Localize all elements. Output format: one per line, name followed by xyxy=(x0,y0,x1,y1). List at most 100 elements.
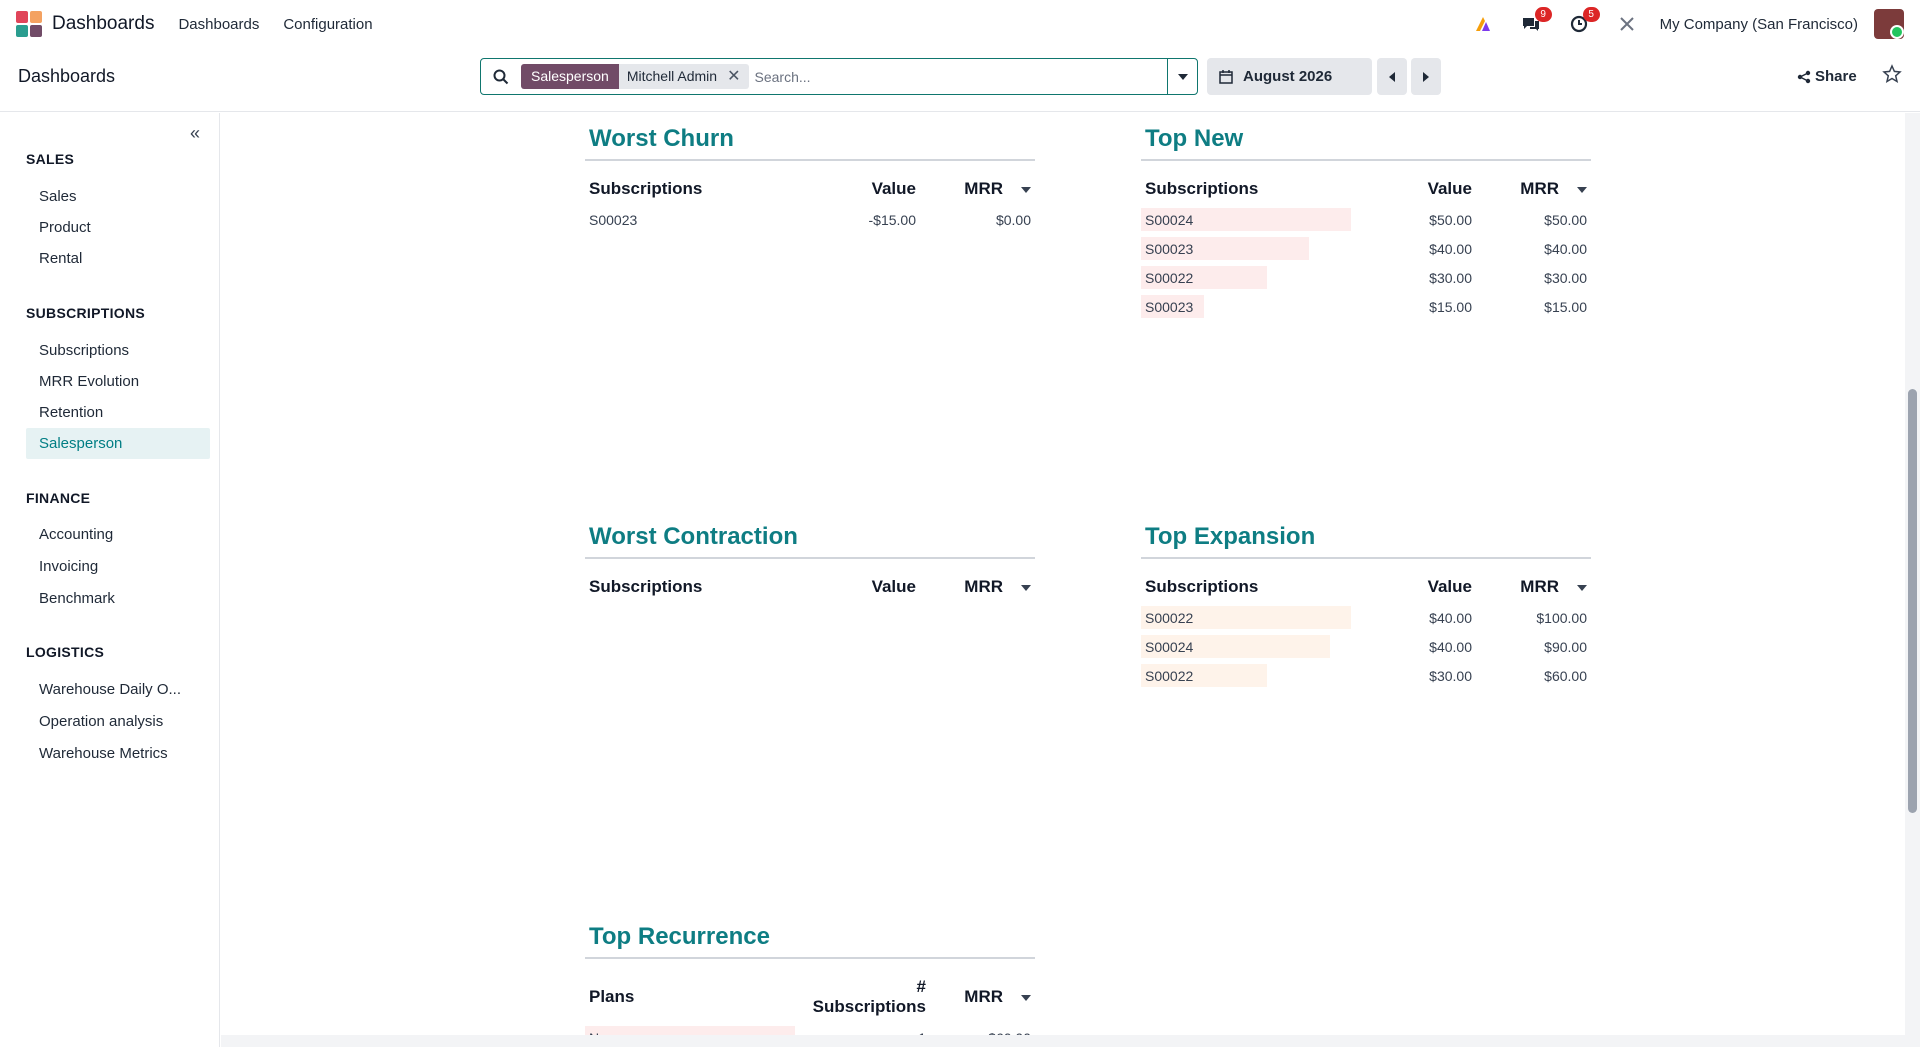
panel-title: Top Expansion xyxy=(1141,523,1591,559)
company-switcher[interactable]: My Company (San Francisco) xyxy=(1659,15,1858,33)
value-bar xyxy=(1141,295,1204,318)
caret-right-icon xyxy=(1423,71,1429,82)
column-header: Value xyxy=(871,577,916,596)
name-cell: S00023 xyxy=(1141,292,1366,321)
value-cell: $30.00 xyxy=(1429,269,1472,286)
table-row[interactable]: S00023 -$15.00 $0.00 xyxy=(585,205,1035,234)
panel-table: Subscriptions Value MRR xyxy=(585,573,1035,603)
mrr-cell: $50.00 xyxy=(1544,211,1587,228)
sidebar-item-sales[interactable]: Sales xyxy=(39,188,77,205)
activities-clock-icon[interactable]: 5 xyxy=(1564,7,1600,39)
panel-title: Top New xyxy=(1141,125,1591,161)
table-row[interactable]: S00024 $40.00 $90.00 xyxy=(1141,632,1591,661)
sidebar-item-accounting[interactable]: Accounting xyxy=(39,526,114,543)
column-header: MRR xyxy=(964,577,1003,596)
table-row[interactable]: S00023 $15.00 $15.00 xyxy=(1141,292,1591,321)
caret-left-icon xyxy=(1389,71,1395,82)
sidebar-item-benchmark[interactable]: Benchmark xyxy=(39,590,115,607)
row-name: S00022 xyxy=(1145,667,1194,684)
table-row[interactable]: S00022 $40.00 $100.00 xyxy=(1141,603,1591,632)
vertical-scrollbar[interactable] xyxy=(1905,113,1920,1035)
share-button[interactable]: Share xyxy=(1797,68,1857,85)
sidebar-item-subscriptions[interactable]: Subscriptions xyxy=(39,342,130,359)
panel-table: Plans # Subscriptions MRR None 1$60.00 xyxy=(585,973,1035,1035)
panel-title: Worst Churn xyxy=(585,125,1035,161)
share-icon xyxy=(1797,70,1811,83)
search-options-toggle[interactable] xyxy=(1167,59,1197,94)
name-cell: S00022 xyxy=(1141,661,1366,690)
section-logistics: LOGISTICS xyxy=(26,644,105,660)
value-cell: $40.00 xyxy=(1429,240,1472,257)
sort-header[interactable]: MRR xyxy=(920,175,1035,205)
dashboard-content: Worst Churn Subscriptions Value MRR S000… xyxy=(221,113,1901,1035)
value-cell: $50.00 xyxy=(1429,211,1472,228)
search-bar[interactable]: Salesperson Mitchell Admin ✕ xyxy=(480,58,1198,95)
horizontal-scrollbar[interactable] xyxy=(221,1035,1920,1047)
close-icon[interactable]: ✕ xyxy=(727,68,741,85)
next-period-button[interactable] xyxy=(1411,58,1441,95)
column-header: Subscriptions xyxy=(589,577,703,596)
sort-header[interactable]: MRR xyxy=(920,573,1035,603)
column-header: Subscriptions xyxy=(589,179,703,198)
row-name: None xyxy=(589,1030,622,1036)
search-input[interactable] xyxy=(754,61,1167,92)
mrr-cell: $0.00 xyxy=(995,211,1031,228)
table-row[interactable]: S00023 $40.00 $40.00 xyxy=(1141,234,1591,263)
sort-header[interactable]: MRR xyxy=(1476,175,1591,205)
sort-header[interactable]: MRR xyxy=(930,973,1035,1023)
table-row[interactable]: None 1$60.00 xyxy=(585,1023,1035,1035)
mrr-cell: $40.00 xyxy=(1544,240,1587,257)
value-bar xyxy=(1141,664,1267,687)
sidebar-item-invoicing[interactable]: Invoicing xyxy=(39,558,99,575)
column-header: Subscriptions xyxy=(1145,577,1259,596)
panel-top-recurrence: Top Recurrence Plans # Subscriptions MRR… xyxy=(585,923,1035,1035)
sidebar-item-rental[interactable]: Rental xyxy=(39,250,83,267)
section-finance: FINANCE xyxy=(26,490,91,506)
share-label: Share xyxy=(1815,68,1857,85)
table-row[interactable]: S00022 $30.00 $60.00 xyxy=(1141,661,1591,690)
value-bar xyxy=(585,1026,795,1035)
top-navbar: Dashboards Dashboards Configuration 9 5 … xyxy=(0,0,1920,48)
user-avatar[interactable] xyxy=(1874,9,1904,39)
mrr-cell: $100.00 xyxy=(1536,609,1587,626)
sidebar-item-retention[interactable]: Retention xyxy=(39,404,104,421)
messages-badge: 9 xyxy=(1534,7,1552,22)
value-cell: $40.00 xyxy=(1429,638,1472,655)
sidebar-item-product[interactable]: Product xyxy=(39,219,91,236)
column-header: # Subscriptions xyxy=(812,977,926,1016)
menu-configuration[interactable]: Configuration xyxy=(283,15,373,33)
scrollbar-thumb[interactable] xyxy=(1908,389,1917,813)
panel-top-expansion: Top Expansion Subscriptions Value MRR S0… xyxy=(1141,523,1591,690)
table-row[interactable]: S00024 $50.00 $50.00 xyxy=(1141,205,1591,234)
value-bar xyxy=(1141,208,1351,231)
facet-label: Salesperson xyxy=(521,64,619,89)
sidebar-item-operation-analysis[interactable]: Operation analysis xyxy=(39,713,164,730)
value-bar xyxy=(1141,266,1267,289)
previous-period-button[interactable] xyxy=(1377,58,1407,95)
menu-dashboards[interactable]: Dashboards xyxy=(178,15,260,33)
sidebar-item-warehouse-daily[interactable]: Warehouse Daily O... xyxy=(39,681,181,698)
name-cell: None xyxy=(585,1023,800,1035)
date-filter-button[interactable]: August 2026 xyxy=(1207,58,1372,95)
debug-tools-icon[interactable] xyxy=(1612,9,1642,39)
sort-header[interactable]: MRR xyxy=(1476,573,1591,603)
mrr-cell: $60.00 xyxy=(930,1023,1035,1036)
messages-icon[interactable]: 9 xyxy=(1516,7,1552,39)
app-name[interactable]: Dashboards xyxy=(52,13,155,34)
name-cell: S00023 xyxy=(585,205,810,234)
favorite-star-icon[interactable] xyxy=(1882,64,1902,89)
sidebar-item-warehouse-metrics[interactable]: Warehouse Metrics xyxy=(39,745,168,762)
collapse-sidebar-icon[interactable]: « xyxy=(190,123,201,143)
row-name: S00023 xyxy=(1145,240,1194,257)
row-name: S00024 xyxy=(1145,638,1194,655)
facet-value: Mitchell Admin xyxy=(626,68,718,84)
sidebar-item-salesperson[interactable]: Salesperson xyxy=(26,428,210,459)
sidebar-item-mrr-evolution[interactable]: MRR Evolution xyxy=(39,373,140,390)
app-grid-icon[interactable] xyxy=(16,11,42,37)
name-cell: S00023 xyxy=(1141,234,1366,263)
name-cell: S00022 xyxy=(1141,603,1366,632)
search-icon xyxy=(481,59,521,94)
ai-assistant-icon[interactable] xyxy=(1468,9,1498,39)
value-cell: $30.00 xyxy=(1429,667,1472,684)
table-row[interactable]: S00022 $30.00 $30.00 xyxy=(1141,263,1591,292)
